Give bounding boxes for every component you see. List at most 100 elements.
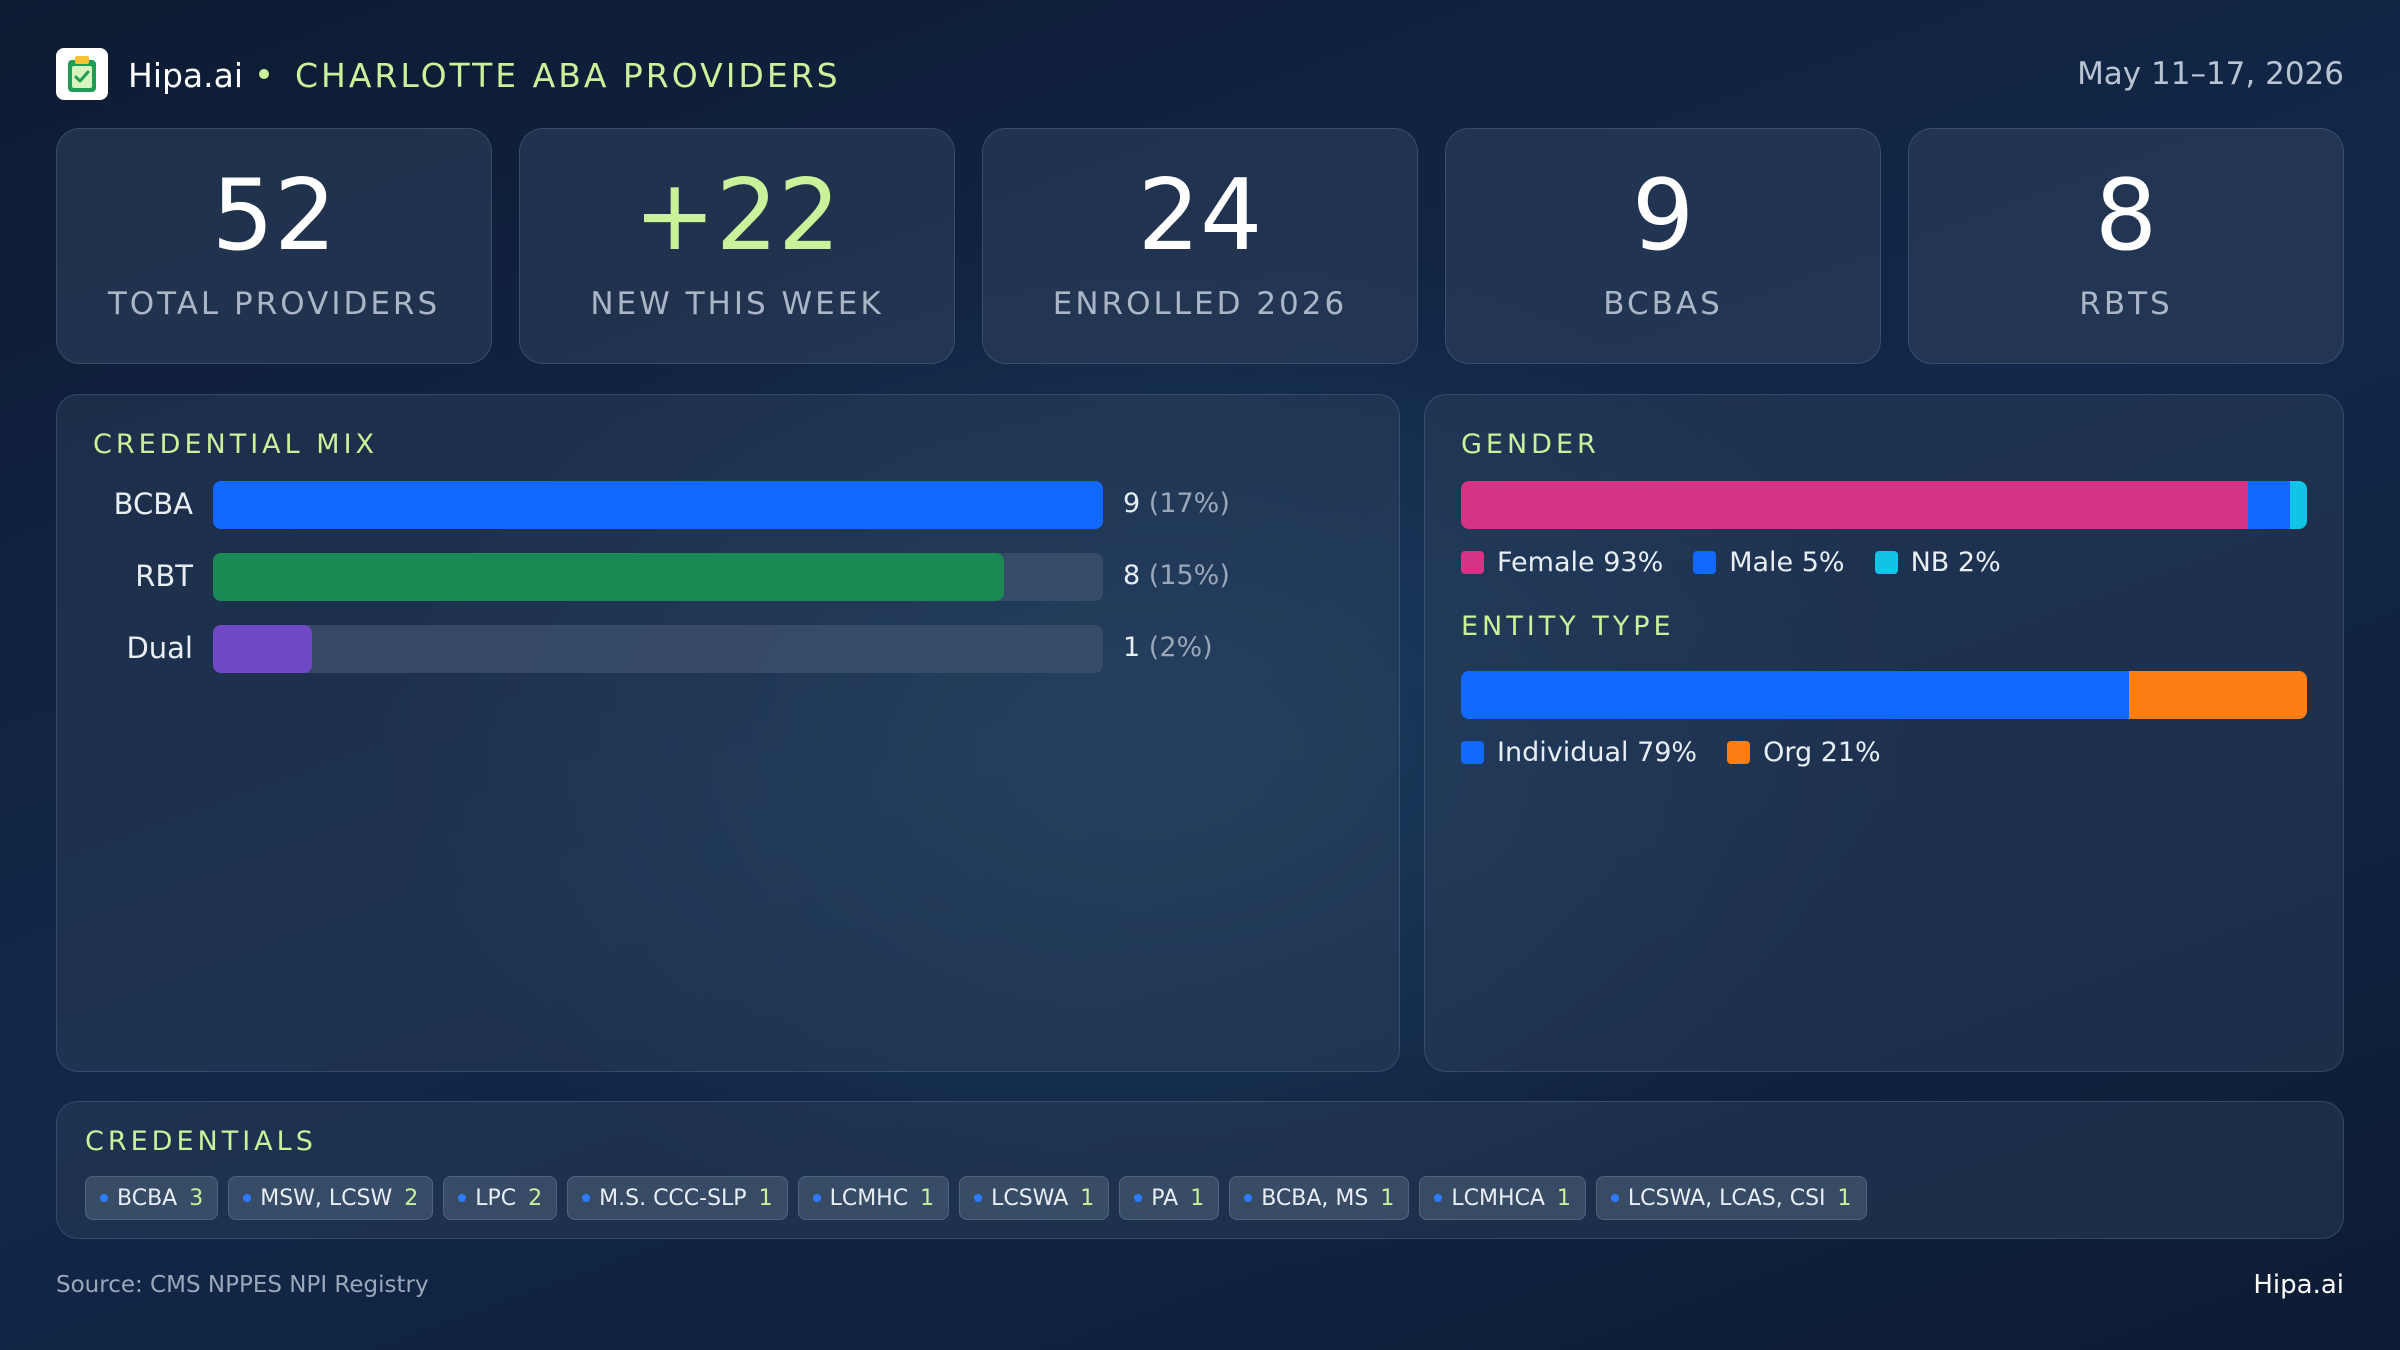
- bullet-dot-icon: [243, 1194, 252, 1202]
- footer-brand: Hipa.ai: [2253, 1270, 2344, 1300]
- credential-mix-title: CREDENTIAL MIX: [93, 429, 379, 460]
- credential-chip: LPC 2: [443, 1176, 558, 1220]
- bar-label-rbt: RBT: [135, 559, 193, 593]
- credential-chip: MSW, LCSW 2: [228, 1176, 434, 1220]
- credential-count: 1: [1380, 1185, 1395, 1211]
- stat-label: BCBAS: [1603, 286, 1723, 322]
- bar-rbt: [213, 553, 1004, 601]
- separator-dot: [259, 69, 269, 79]
- bar-count: 1: [1123, 632, 1141, 663]
- stat-label: TOTAL PROVIDERS: [107, 286, 441, 322]
- credential-name: LCSWA, LCAS, CSI: [1627, 1185, 1826, 1211]
- legend-label: NB 2%: [1910, 547, 2001, 578]
- bar-value-bcba: 9 (17%): [1123, 488, 1230, 519]
- bar-track-dual: [213, 625, 1103, 673]
- bullet-dot-icon: [974, 1194, 983, 1202]
- credential-chip: LCSWA 1: [959, 1176, 1110, 1220]
- credential-name: MSW, LCSW: [260, 1185, 393, 1211]
- bar-label-bcba: BCBA: [113, 487, 193, 521]
- bar-percent: (2%): [1148, 632, 1213, 663]
- legend-item-male: Male 5%: [1693, 547, 1845, 578]
- credential-count: 2: [404, 1185, 419, 1211]
- header: Hipa.ai CHARLOTTE ABA PROVIDERS May 11–1…: [56, 47, 2344, 103]
- legend-swatch-org: [1727, 741, 1751, 764]
- stat-card-enrolled-2026: 24 ENROLLED 2026: [982, 128, 1418, 364]
- segment-male: [2247, 481, 2291, 529]
- entity-type-stacked-bar: [1461, 671, 2307, 719]
- gender-legend: Female 93% Male 5% NB 2%: [1461, 547, 2031, 578]
- stat-card-rbts: 8 RBTS: [1908, 128, 2344, 364]
- credential-chip: PA 1: [1119, 1176, 1220, 1220]
- gender-stacked-bar: [1461, 481, 2307, 529]
- segment-nb: [2290, 481, 2307, 529]
- bullet-dot-icon: [1434, 1194, 1443, 1202]
- bullet-dot-icon: [582, 1194, 591, 1202]
- legend-label: Female 93%: [1497, 547, 1664, 578]
- legend-swatch-female: [1461, 551, 1484, 574]
- stat-label: NEW THIS WEEK: [590, 286, 884, 322]
- date-range: May 11–17, 2026: [2077, 56, 2344, 92]
- bullet-dot-icon: [812, 1194, 821, 1202]
- bar-label-dual: Dual: [126, 631, 193, 665]
- stat-value: 52: [211, 159, 337, 273]
- credential-chip: M.S. CCC-SLP 1: [567, 1176, 788, 1220]
- stat-card-new-this-week: +22 NEW THIS WEEK: [519, 128, 955, 364]
- legend-swatch-nb: [1874, 551, 1898, 574]
- brand-name: Hipa.ai: [128, 56, 244, 95]
- credential-name: M.S. CCC-SLP: [599, 1185, 747, 1211]
- credential-chip: BCBA 3: [85, 1176, 219, 1220]
- legend-label: Org 21%: [1763, 737, 1881, 768]
- bar-dual: [213, 625, 312, 673]
- legend-item-individual: Individual 79%: [1461, 737, 1697, 768]
- bar-count: 9: [1123, 488, 1141, 519]
- stat-label: ENROLLED 2026: [1052, 286, 1348, 322]
- demographics-panel: GENDER Female 93% Male 5% NB 2% ENTITY T…: [1424, 394, 2344, 1072]
- credential-count: 1: [920, 1185, 935, 1211]
- stat-value: 9: [1631, 159, 1695, 273]
- bullet-dot-icon: [100, 1194, 108, 1202]
- page-title: CHARLOTTE ABA PROVIDERS: [295, 56, 841, 95]
- credential-chip: BCBA, MS 1: [1229, 1176, 1410, 1220]
- credential-count: 1: [1837, 1185, 1852, 1211]
- credential-count: 2: [528, 1185, 543, 1211]
- credential-name: PA: [1151, 1185, 1179, 1211]
- bar-bcba: [213, 481, 1103, 529]
- credential-mix-panel: CREDENTIAL MIX BCBA 9 (17%) RBT 8 (15%) …: [56, 394, 1400, 1072]
- credential-chip: LCSWA, LCAS, CSI 1: [1595, 1176, 1867, 1220]
- bullet-dot-icon: [1134, 1194, 1143, 1202]
- credential-chip: LCMHC 1: [797, 1176, 950, 1220]
- credential-count: 1: [758, 1185, 773, 1211]
- legend-swatch-individual: [1461, 741, 1484, 764]
- credential-name: BCBA, MS: [1261, 1185, 1369, 1211]
- credential-name: BCBA: [117, 1185, 178, 1211]
- legend-label: Individual 79%: [1497, 737, 1698, 768]
- bar-percent: (17%): [1148, 488, 1230, 519]
- credential-name: LCMHCA: [1451, 1185, 1545, 1211]
- credential-count: 3: [189, 1185, 204, 1211]
- stat-value: 24: [1137, 159, 1263, 273]
- bar-value-rbt: 8 (15%): [1123, 560, 1230, 591]
- stat-card-bcbas: 9 BCBAS: [1445, 128, 1881, 364]
- credential-name: LCMHC: [829, 1185, 909, 1211]
- segment-individual: [1461, 671, 2130, 719]
- stat-card-total-providers: 52 TOTAL PROVIDERS: [56, 128, 492, 364]
- entity-type-legend: Individual 79% Org 21%: [1461, 737, 1911, 768]
- entity-type-title: ENTITY TYPE: [1461, 611, 1675, 642]
- credential-chip-list: BCBA 3 MSW, LCSW 2 LPC 2 M.S. CCC-SLP 1 LCMHC 1 LC…: [85, 1176, 1877, 1220]
- bar-percent: (15%): [1148, 560, 1230, 591]
- bullet-dot-icon: [458, 1194, 467, 1202]
- legend-label: Male 5%: [1729, 547, 1845, 578]
- bar-count: 8: [1123, 560, 1141, 591]
- credential-count: 1: [1556, 1185, 1571, 1211]
- stat-value: 8: [2094, 159, 2158, 273]
- bullet-dot-icon: [1610, 1194, 1619, 1202]
- credentials-panel: CREDENTIALS BCBA 3 MSW, LCSW 2 LPC 2 M.S. CCC-…: [56, 1101, 2344, 1239]
- segment-org: [2129, 671, 2307, 719]
- credential-name: LCSWA: [991, 1185, 1069, 1211]
- data-source: Source: CMS NPPES NPI Registry: [56, 1272, 429, 1298]
- legend-item-female: Female 93%: [1461, 547, 1663, 578]
- stat-value: +22: [633, 159, 841, 273]
- credential-count: 1: [1190, 1185, 1205, 1211]
- gender-title: GENDER: [1461, 429, 1600, 460]
- bar-track-bcba: [213, 481, 1103, 529]
